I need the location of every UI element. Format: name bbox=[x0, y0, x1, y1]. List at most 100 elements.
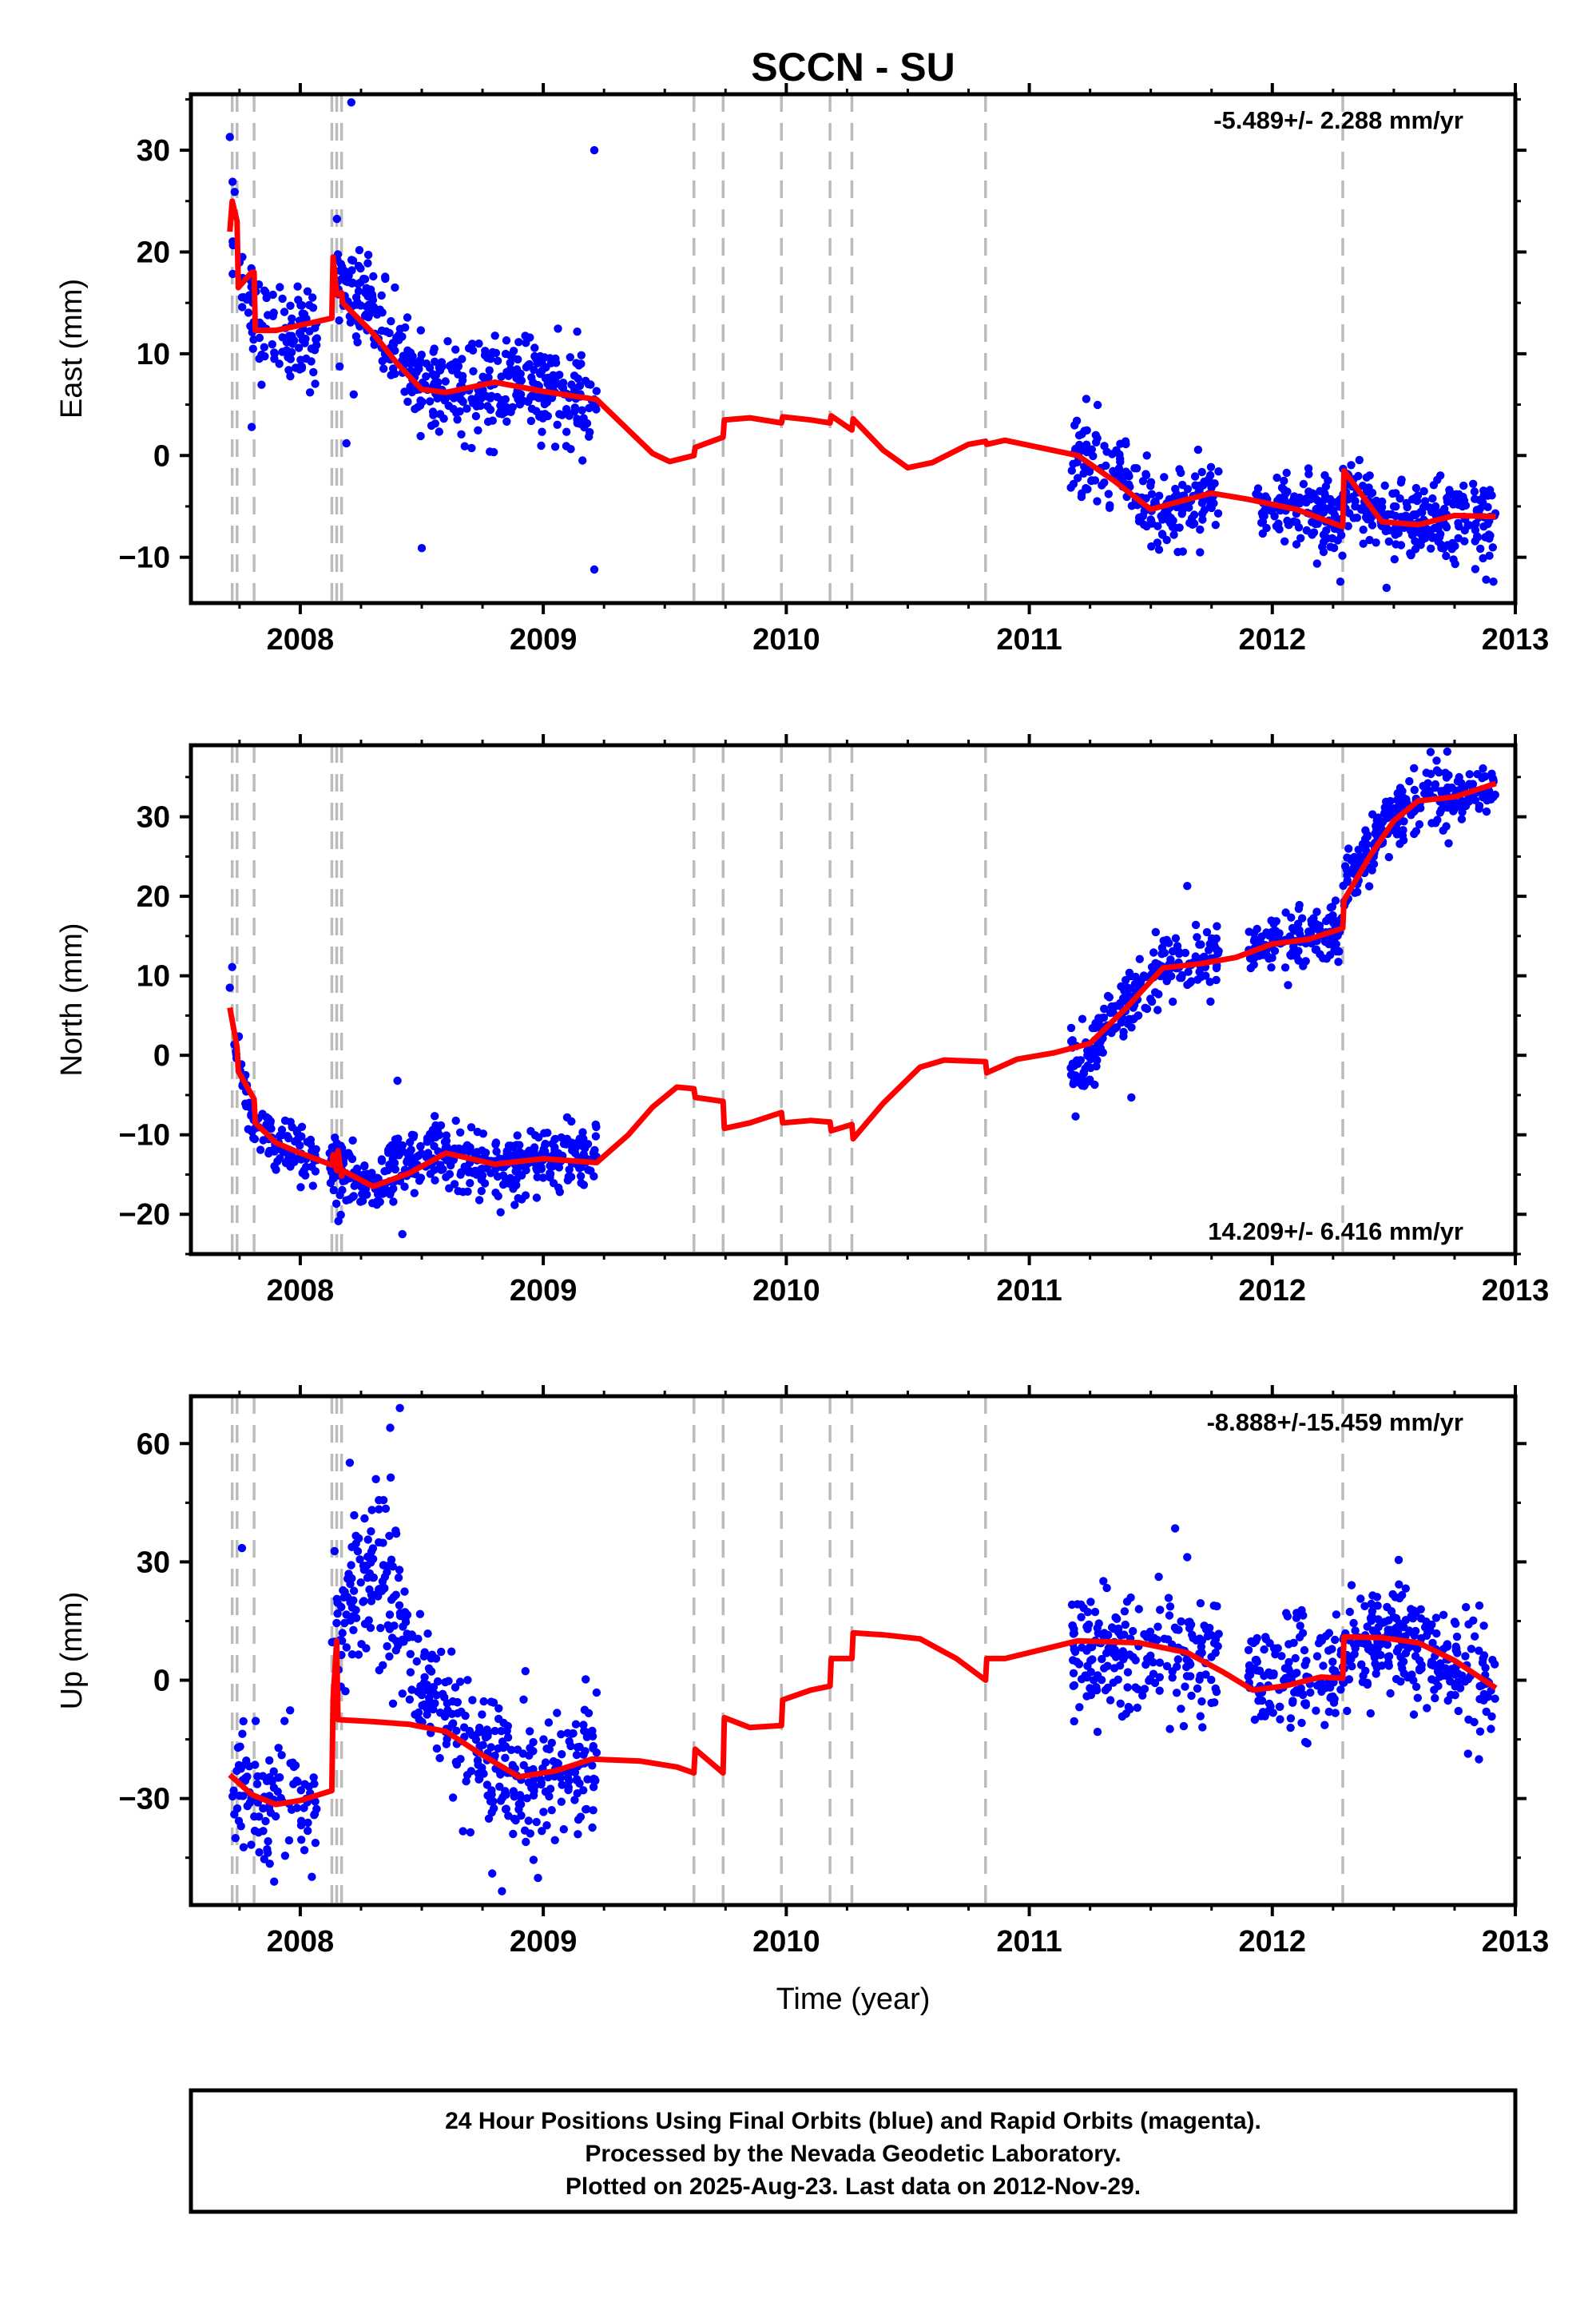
up-point-358 bbox=[539, 1735, 548, 1744]
up-point-1109 bbox=[1417, 1665, 1426, 1673]
north-point-518 bbox=[426, 1169, 435, 1178]
north-point-1119 bbox=[1364, 882, 1374, 891]
north-point-656 bbox=[1197, 940, 1205, 949]
east-point-506 bbox=[387, 317, 395, 326]
up-point-76 bbox=[263, 1845, 272, 1854]
up-x-tick-label-2012: 2012 bbox=[1239, 1925, 1307, 1959]
up-point-1065 bbox=[1409, 1606, 1419, 1615]
up-point-897 bbox=[1273, 1644, 1282, 1653]
up-point-1143 bbox=[1487, 1725, 1495, 1733]
east-point-1095 bbox=[1345, 509, 1354, 518]
north-point-918 bbox=[1325, 914, 1334, 923]
east-point-364 bbox=[408, 358, 418, 367]
east-point-717 bbox=[1093, 400, 1102, 410]
east-point-1130 bbox=[225, 133, 234, 141]
east-point-524 bbox=[377, 291, 386, 300]
east-point-213 bbox=[427, 421, 436, 431]
east-point-41 bbox=[228, 269, 237, 279]
east-point-1137 bbox=[417, 544, 427, 553]
up-point-384 bbox=[468, 1696, 477, 1705]
east-point-769 bbox=[1294, 523, 1304, 532]
east-point-1113 bbox=[1449, 500, 1458, 509]
up-point-895 bbox=[1300, 1699, 1309, 1708]
up-point-454 bbox=[463, 1771, 472, 1780]
up-point-756 bbox=[1134, 1605, 1144, 1613]
east-point-166 bbox=[550, 443, 560, 451]
north-point-357 bbox=[473, 1127, 482, 1137]
up-point-1095 bbox=[1366, 1643, 1376, 1652]
up-point-651 bbox=[1181, 1682, 1189, 1691]
east-point-1022 bbox=[1470, 487, 1479, 496]
up-point-611 bbox=[1103, 1661, 1112, 1670]
up-point-855 bbox=[1247, 1637, 1256, 1646]
up-point-192 bbox=[339, 1586, 347, 1595]
up-point-248 bbox=[405, 1695, 415, 1704]
north-point-717 bbox=[1117, 982, 1126, 991]
east-point-480 bbox=[452, 408, 461, 418]
up-point-1118 bbox=[1453, 1677, 1463, 1687]
up-point-691 bbox=[1120, 1630, 1129, 1639]
east-point-387 bbox=[542, 363, 550, 372]
up-point-812 bbox=[1312, 1706, 1320, 1715]
up-point-1047 bbox=[1370, 1650, 1379, 1660]
north-x-tick-label-2013: 2013 bbox=[1482, 1274, 1550, 1308]
up-point-592 bbox=[1196, 1599, 1205, 1608]
east-point-745 bbox=[1296, 534, 1305, 542]
north-point-573 bbox=[1082, 1077, 1090, 1086]
north-point-742 bbox=[1205, 978, 1214, 986]
up-point-507 bbox=[478, 1740, 487, 1749]
up-point-724 bbox=[1093, 1671, 1102, 1680]
east-point-636 bbox=[1211, 521, 1221, 530]
east-point-267 bbox=[403, 313, 412, 322]
north-point-410 bbox=[539, 1145, 548, 1154]
north-point-265 bbox=[491, 1140, 500, 1149]
north-point-311 bbox=[463, 1187, 472, 1197]
east-point-439 bbox=[474, 426, 482, 435]
east-point-393 bbox=[454, 370, 463, 379]
up-y-tick-label--30: −30 bbox=[119, 1783, 170, 1816]
up-point-667 bbox=[1153, 1622, 1162, 1631]
up-point-1107 bbox=[1471, 1632, 1479, 1641]
east-point-1085 bbox=[1407, 550, 1415, 559]
north-point-1022 bbox=[1358, 839, 1368, 849]
up-point-49 bbox=[231, 1834, 240, 1843]
up-point-131 bbox=[400, 1587, 409, 1596]
east-point-92 bbox=[270, 349, 279, 358]
up-point-1142 bbox=[1475, 1681, 1484, 1691]
up-point-181 bbox=[376, 1624, 385, 1633]
east-point-255 bbox=[422, 372, 431, 381]
east-point-444 bbox=[435, 427, 443, 436]
up-point-148 bbox=[385, 1610, 395, 1619]
north-point-486 bbox=[518, 1195, 526, 1204]
up-point-1135 bbox=[1387, 1625, 1396, 1634]
up-point-889 bbox=[1253, 1666, 1261, 1675]
up-point-913 bbox=[1356, 1594, 1365, 1603]
east-point-508 bbox=[572, 359, 581, 367]
up-point-1099 bbox=[1343, 1706, 1352, 1716]
north-point-420 bbox=[550, 1135, 559, 1144]
north-point-414 bbox=[526, 1126, 535, 1136]
up-point-723 bbox=[1179, 1721, 1189, 1731]
north-point-767 bbox=[1159, 936, 1168, 946]
east-point-1136 bbox=[349, 390, 358, 399]
north-point-1086 bbox=[1382, 797, 1391, 806]
north-point-768 bbox=[1175, 949, 1184, 959]
up-point-234 bbox=[406, 1668, 415, 1677]
north-point-45 bbox=[284, 1133, 293, 1143]
up-point-798 bbox=[1292, 1669, 1301, 1677]
up-point-378 bbox=[529, 1764, 538, 1774]
north-point-217 bbox=[451, 1116, 460, 1125]
north-point-453 bbox=[422, 1150, 431, 1160]
east-point-735 bbox=[1205, 474, 1213, 484]
east-x-tick-label-2008: 2008 bbox=[267, 623, 335, 657]
up-point-1117 bbox=[1451, 1642, 1460, 1651]
up-point-1086 bbox=[1436, 1659, 1445, 1668]
east-point-72 bbox=[311, 379, 320, 388]
north-point-530 bbox=[512, 1175, 521, 1184]
up-point-92 bbox=[259, 1827, 268, 1836]
north-point-446 bbox=[493, 1172, 502, 1181]
up-point-22 bbox=[277, 1751, 286, 1760]
east-point-739 bbox=[1162, 535, 1171, 545]
north-point-560 bbox=[1066, 1063, 1075, 1073]
